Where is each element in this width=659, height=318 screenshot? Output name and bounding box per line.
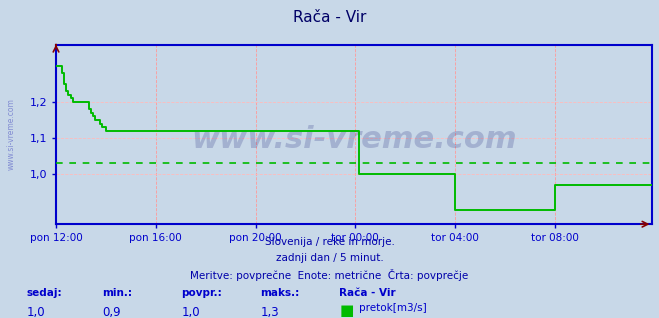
Text: 1,0: 1,0 xyxy=(26,306,45,318)
Text: Slovenija / reke in morje.: Slovenija / reke in morje. xyxy=(264,237,395,247)
Text: sedaj:: sedaj: xyxy=(26,288,62,298)
Text: www.si-vreme.com: www.si-vreme.com xyxy=(191,125,517,154)
Text: www.si-vreme.com: www.si-vreme.com xyxy=(7,98,16,170)
Text: maks.:: maks.: xyxy=(260,288,300,298)
Text: min.:: min.: xyxy=(102,288,132,298)
Text: 1,0: 1,0 xyxy=(181,306,200,318)
Text: 0,9: 0,9 xyxy=(102,306,121,318)
Text: povpr.:: povpr.: xyxy=(181,288,222,298)
Text: 1,3: 1,3 xyxy=(260,306,279,318)
Text: Meritve: povprečne  Enote: metrične  Črta: povprečje: Meritve: povprečne Enote: metrične Črta:… xyxy=(190,269,469,281)
Text: zadnji dan / 5 minut.: zadnji dan / 5 minut. xyxy=(275,253,384,263)
Text: Rača - Vir: Rača - Vir xyxy=(339,288,396,298)
Text: pretok[m3/s]: pretok[m3/s] xyxy=(359,303,427,313)
Text: Rača - Vir: Rača - Vir xyxy=(293,10,366,24)
Text: ■: ■ xyxy=(339,303,354,318)
